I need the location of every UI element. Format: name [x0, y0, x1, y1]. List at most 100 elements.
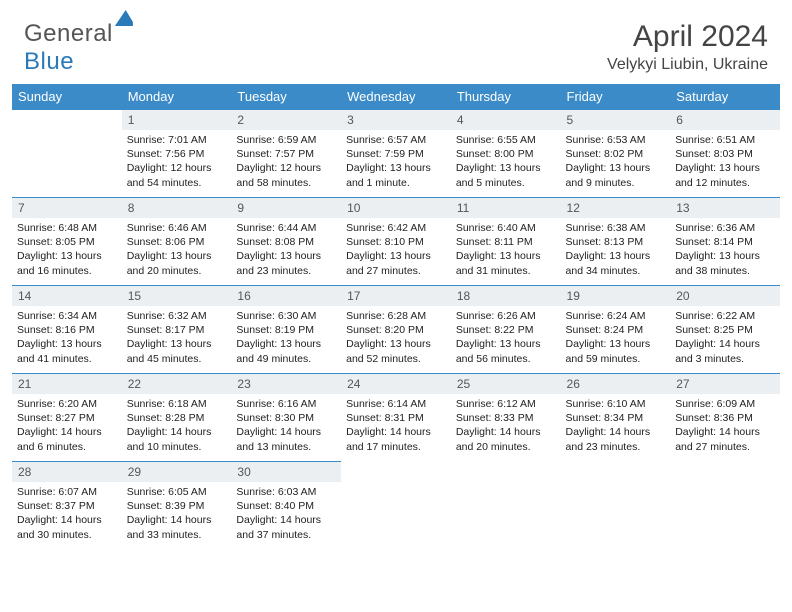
day-details: Sunrise: 7:01 AMSunset: 7:56 PMDaylight:… — [122, 130, 232, 194]
day-details: Sunrise: 6:22 AMSunset: 8:25 PMDaylight:… — [670, 306, 780, 370]
title-block: April 2024 Velykyi Liubin, Ukraine — [607, 20, 768, 74]
day-number: 8 — [122, 198, 232, 218]
day-details: Sunrise: 6:30 AMSunset: 8:19 PMDaylight:… — [231, 306, 341, 370]
day-number: 4 — [451, 110, 561, 130]
day-number: 13 — [670, 198, 780, 218]
day-number: 12 — [561, 198, 671, 218]
calendar-cell: 4Sunrise: 6:55 AMSunset: 8:00 PMDaylight… — [451, 110, 561, 198]
day-number: 9 — [231, 198, 341, 218]
logo-part1: General — [24, 20, 113, 47]
day-details: Sunrise: 6:32 AMSunset: 8:17 PMDaylight:… — [122, 306, 232, 370]
day-details: Sunrise: 6:59 AMSunset: 7:57 PMDaylight:… — [231, 130, 341, 194]
calendar-cell: 30Sunrise: 6:03 AMSunset: 8:40 PMDayligh… — [231, 462, 341, 550]
day-number: 28 — [12, 462, 122, 482]
day-number: 5 — [561, 110, 671, 130]
calendar-cell — [451, 462, 561, 550]
day-number: 1 — [122, 110, 232, 130]
calendar-cell: 6Sunrise: 6:51 AMSunset: 8:03 PMDaylight… — [670, 110, 780, 198]
day-details: Sunrise: 6:44 AMSunset: 8:08 PMDaylight:… — [231, 218, 341, 282]
calendar-cell: 29Sunrise: 6:05 AMSunset: 8:39 PMDayligh… — [122, 462, 232, 550]
calendar-body: 1Sunrise: 7:01 AMSunset: 7:56 PMDaylight… — [12, 110, 780, 550]
calendar-cell — [12, 110, 122, 198]
weekday-header: Tuesday — [231, 84, 341, 110]
calendar-cell: 19Sunrise: 6:24 AMSunset: 8:24 PMDayligh… — [561, 286, 671, 374]
day-number: 19 — [561, 286, 671, 306]
day-number: 22 — [122, 374, 232, 394]
day-number: 3 — [341, 110, 451, 130]
day-details: Sunrise: 6:57 AMSunset: 7:59 PMDaylight:… — [341, 130, 451, 194]
day-details: Sunrise: 6:40 AMSunset: 8:11 PMDaylight:… — [451, 218, 561, 282]
day-number: 10 — [341, 198, 451, 218]
day-number: 23 — [231, 374, 341, 394]
day-number: 15 — [122, 286, 232, 306]
day-number: 6 — [670, 110, 780, 130]
day-number: 7 — [12, 198, 122, 218]
day-details: Sunrise: 6:20 AMSunset: 8:27 PMDaylight:… — [12, 394, 122, 458]
calendar-cell: 20Sunrise: 6:22 AMSunset: 8:25 PMDayligh… — [670, 286, 780, 374]
day-details: Sunrise: 6:10 AMSunset: 8:34 PMDaylight:… — [561, 394, 671, 458]
calendar-row: 7Sunrise: 6:48 AMSunset: 8:05 PMDaylight… — [12, 198, 780, 286]
calendar-cell: 2Sunrise: 6:59 AMSunset: 7:57 PMDaylight… — [231, 110, 341, 198]
day-number: 26 — [561, 374, 671, 394]
day-details: Sunrise: 6:24 AMSunset: 8:24 PMDaylight:… — [561, 306, 671, 370]
logo-part2: Blue — [24, 48, 74, 75]
calendar: SundayMondayTuesdayWednesdayThursdayFrid… — [0, 84, 792, 550]
day-number: 17 — [341, 286, 451, 306]
day-details: Sunrise: 6:36 AMSunset: 8:14 PMDaylight:… — [670, 218, 780, 282]
day-details: Sunrise: 6:05 AMSunset: 8:39 PMDaylight:… — [122, 482, 232, 546]
day-number: 24 — [341, 374, 451, 394]
calendar-cell: 27Sunrise: 6:09 AMSunset: 8:36 PMDayligh… — [670, 374, 780, 462]
weekday-header: Friday — [561, 84, 671, 110]
calendar-cell: 28Sunrise: 6:07 AMSunset: 8:37 PMDayligh… — [12, 462, 122, 550]
weekday-header: Wednesday — [341, 84, 451, 110]
logo: General Blue — [24, 20, 133, 76]
page-header: General Blue April 2024 Velykyi Liubin, … — [0, 0, 792, 84]
calendar-cell: 25Sunrise: 6:12 AMSunset: 8:33 PMDayligh… — [451, 374, 561, 462]
day-number: 11 — [451, 198, 561, 218]
calendar-cell: 18Sunrise: 6:26 AMSunset: 8:22 PMDayligh… — [451, 286, 561, 374]
day-details: Sunrise: 6:03 AMSunset: 8:40 PMDaylight:… — [231, 482, 341, 546]
calendar-cell: 16Sunrise: 6:30 AMSunset: 8:19 PMDayligh… — [231, 286, 341, 374]
day-number: 30 — [231, 462, 341, 482]
day-details: Sunrise: 6:26 AMSunset: 8:22 PMDaylight:… — [451, 306, 561, 370]
day-details: Sunrise: 6:18 AMSunset: 8:28 PMDaylight:… — [122, 394, 232, 458]
day-details: Sunrise: 6:28 AMSunset: 8:20 PMDaylight:… — [341, 306, 451, 370]
logo-sail-icon — [115, 10, 133, 26]
calendar-cell: 8Sunrise: 6:46 AMSunset: 8:06 PMDaylight… — [122, 198, 232, 286]
calendar-cell — [670, 462, 780, 550]
weekday-header: Monday — [122, 84, 232, 110]
calendar-cell: 23Sunrise: 6:16 AMSunset: 8:30 PMDayligh… — [231, 374, 341, 462]
calendar-cell: 10Sunrise: 6:42 AMSunset: 8:10 PMDayligh… — [341, 198, 451, 286]
calendar-cell — [341, 462, 451, 550]
calendar-cell: 15Sunrise: 6:32 AMSunset: 8:17 PMDayligh… — [122, 286, 232, 374]
day-details: Sunrise: 6:51 AMSunset: 8:03 PMDaylight:… — [670, 130, 780, 194]
day-details: Sunrise: 6:55 AMSunset: 8:00 PMDaylight:… — [451, 130, 561, 194]
calendar-cell: 1Sunrise: 7:01 AMSunset: 7:56 PMDaylight… — [122, 110, 232, 198]
calendar-cell: 7Sunrise: 6:48 AMSunset: 8:05 PMDaylight… — [12, 198, 122, 286]
day-details: Sunrise: 6:14 AMSunset: 8:31 PMDaylight:… — [341, 394, 451, 458]
calendar-cell: 21Sunrise: 6:20 AMSunset: 8:27 PMDayligh… — [12, 374, 122, 462]
calendar-cell: 17Sunrise: 6:28 AMSunset: 8:20 PMDayligh… — [341, 286, 451, 374]
day-details: Sunrise: 6:16 AMSunset: 8:30 PMDaylight:… — [231, 394, 341, 458]
day-number: 20 — [670, 286, 780, 306]
location-label: Velykyi Liubin, Ukraine — [607, 56, 768, 74]
calendar-cell: 5Sunrise: 6:53 AMSunset: 8:02 PMDaylight… — [561, 110, 671, 198]
calendar-row: 21Sunrise: 6:20 AMSunset: 8:27 PMDayligh… — [12, 374, 780, 462]
weekday-header: Saturday — [670, 84, 780, 110]
day-details: Sunrise: 6:09 AMSunset: 8:36 PMDaylight:… — [670, 394, 780, 458]
page-title: April 2024 — [607, 20, 768, 54]
calendar-table: SundayMondayTuesdayWednesdayThursdayFrid… — [12, 84, 780, 550]
day-number: 29 — [122, 462, 232, 482]
day-number: 21 — [12, 374, 122, 394]
day-details: Sunrise: 6:34 AMSunset: 8:16 PMDaylight:… — [12, 306, 122, 370]
day-details: Sunrise: 6:38 AMSunset: 8:13 PMDaylight:… — [561, 218, 671, 282]
calendar-cell: 13Sunrise: 6:36 AMSunset: 8:14 PMDayligh… — [670, 198, 780, 286]
day-number: 16 — [231, 286, 341, 306]
day-number: 14 — [12, 286, 122, 306]
day-number: 2 — [231, 110, 341, 130]
weekday-header-row: SundayMondayTuesdayWednesdayThursdayFrid… — [12, 84, 780, 110]
day-details: Sunrise: 6:07 AMSunset: 8:37 PMDaylight:… — [12, 482, 122, 546]
day-details: Sunrise: 6:12 AMSunset: 8:33 PMDaylight:… — [451, 394, 561, 458]
calendar-row: 28Sunrise: 6:07 AMSunset: 8:37 PMDayligh… — [12, 462, 780, 550]
day-details: Sunrise: 6:42 AMSunset: 8:10 PMDaylight:… — [341, 218, 451, 282]
